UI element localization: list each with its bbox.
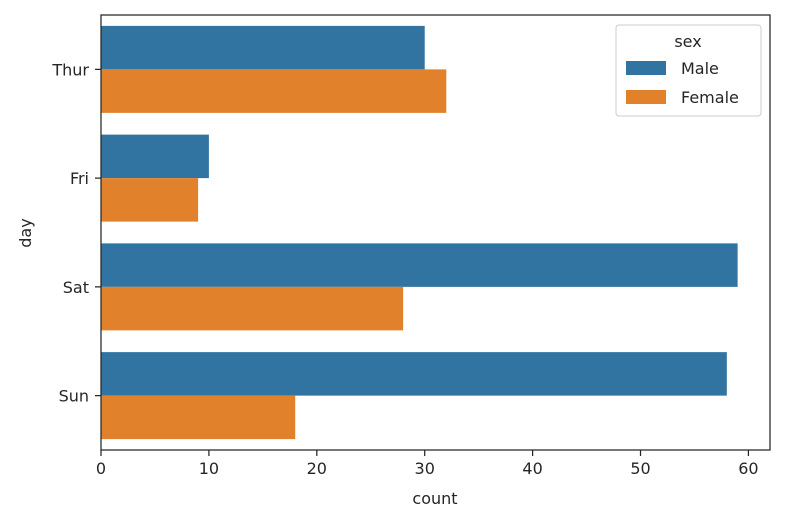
y-tick-label-sat: Sat	[63, 278, 89, 297]
legend-items: Male Female	[626, 59, 739, 107]
bar-male-sun	[101, 352, 727, 396]
x-tick-label: 10	[199, 459, 219, 478]
bar-male-fri	[101, 134, 209, 179]
y-axis-ticks: Thur Fri Sat Sun	[51, 60, 101, 406]
x-tick-label: 30	[415, 459, 435, 478]
legend-title: sex	[674, 32, 701, 51]
x-tick-label: 20	[307, 459, 327, 478]
x-tick-label: 40	[522, 459, 542, 478]
bars-group	[101, 25, 738, 440]
legend-label-female: Female	[681, 88, 739, 107]
bar-female-thur	[101, 69, 447, 113]
legend-swatch-female	[626, 90, 666, 104]
legend: sex Male Female	[615, 24, 762, 117]
legend-label-male: Male	[681, 59, 719, 78]
plot-frame	[100, 14, 771, 451]
bar-male-thur	[101, 25, 425, 70]
y-tick-label-fri: Fri	[70, 169, 89, 188]
y-tick-label-thur: Thur	[51, 60, 89, 79]
x-tick-label: 60	[738, 459, 758, 478]
x-tick-label: 0	[96, 459, 106, 478]
y-tick-label-sun: Sun	[59, 387, 89, 406]
bar-female-sun	[101, 395, 296, 440]
x-axis-label: count	[412, 489, 457, 508]
y-axis-label: day	[16, 218, 35, 247]
bar-female-sat	[101, 286, 404, 331]
x-tick-label: 50	[630, 459, 650, 478]
x-axis-ticks: 0 10 20 30 40 50 60	[96, 450, 759, 478]
bar-male-sat	[101, 243, 738, 287]
bar-female-fri	[101, 178, 199, 222]
legend-swatch-male	[626, 61, 666, 75]
